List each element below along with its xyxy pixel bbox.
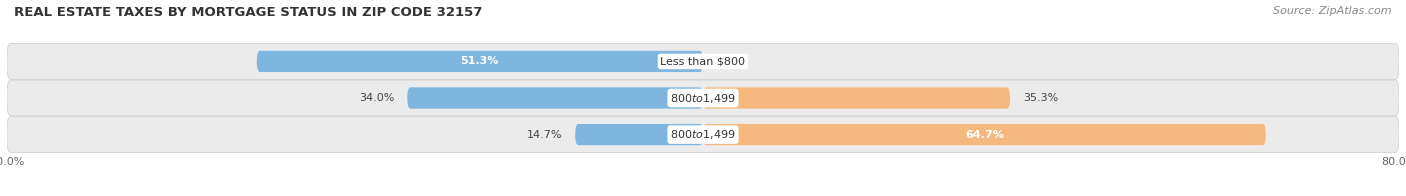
Text: 35.3%: 35.3% — [1024, 93, 1059, 103]
Text: 64.7%: 64.7% — [965, 130, 1004, 140]
Text: Less than $800: Less than $800 — [661, 56, 745, 66]
FancyBboxPatch shape — [7, 117, 1399, 152]
Text: 14.7%: 14.7% — [527, 130, 562, 140]
Text: 34.0%: 34.0% — [359, 93, 394, 103]
FancyBboxPatch shape — [7, 44, 1399, 79]
Text: 51.3%: 51.3% — [461, 56, 499, 66]
FancyBboxPatch shape — [703, 124, 1265, 145]
Text: REAL ESTATE TAXES BY MORTGAGE STATUS IN ZIP CODE 32157: REAL ESTATE TAXES BY MORTGAGE STATUS IN … — [14, 6, 482, 19]
FancyBboxPatch shape — [257, 51, 703, 72]
FancyBboxPatch shape — [408, 87, 703, 109]
Text: 0.0%: 0.0% — [720, 56, 748, 66]
Text: $800 to $1,499: $800 to $1,499 — [671, 128, 735, 141]
FancyBboxPatch shape — [7, 80, 1399, 116]
FancyBboxPatch shape — [703, 87, 1010, 109]
FancyBboxPatch shape — [575, 124, 703, 145]
Text: $800 to $1,499: $800 to $1,499 — [671, 92, 735, 104]
Text: Source: ZipAtlas.com: Source: ZipAtlas.com — [1274, 6, 1392, 16]
